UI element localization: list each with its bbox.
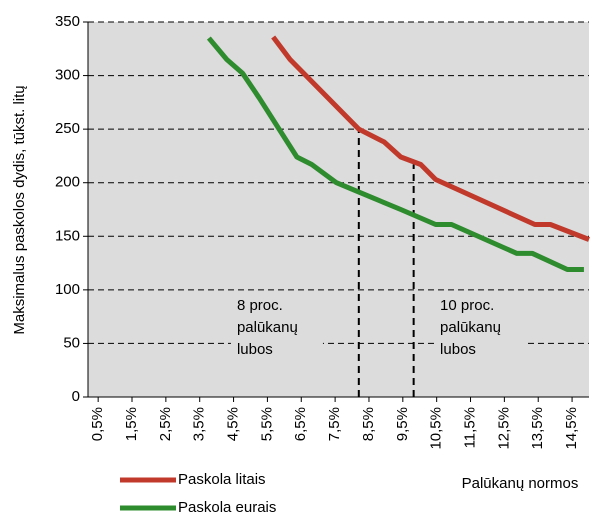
x-tick-label: 9,5% [394, 407, 411, 441]
annotation: 10 proc. [440, 297, 494, 314]
annotation: 8 proc. [237, 297, 283, 314]
annotation: lubos [237, 341, 273, 358]
x-tick-label: 7,5% [326, 407, 343, 441]
annotation: palūkanų [237, 319, 298, 336]
y-tick-label: 300 [55, 67, 80, 84]
y-tick-label: 100 [55, 281, 80, 298]
annotation-bg [230, 295, 323, 364]
x-tick-label: 13,5% [529, 407, 546, 450]
x-tick-label: 8,5% [360, 407, 377, 441]
legend-label: Paskola eurais [178, 499, 276, 516]
x-tick-label: 14,5% [563, 407, 580, 450]
y-tick-label: 150 [55, 227, 80, 244]
annotation: lubos [440, 341, 476, 358]
y-tick-label: 200 [55, 174, 80, 191]
y-tick-label: 50 [63, 334, 80, 351]
y-axis-title: Maksimalus paskolos dydis, tūkst. litų [11, 85, 28, 334]
x-tick-label: 3,5% [191, 407, 208, 441]
series-line [206, 36, 584, 272]
x-tick-label: 11,5% [461, 407, 478, 448]
x-tick-label: 6,5% [292, 407, 309, 441]
x-axis-title: Palūkanų normos [462, 475, 579, 492]
x-tick-label: 1,5% [123, 407, 140, 441]
x-tick-label: 2,5% [157, 407, 174, 441]
y-tick-label: 250 [55, 120, 80, 137]
annotation-bg [434, 295, 527, 364]
x-tick-label: 10,5% [428, 407, 445, 450]
series-line [271, 35, 590, 242]
x-tick-label: 12,5% [495, 407, 512, 450]
y-tick-label: 350 [55, 13, 80, 30]
x-tick-label: 0,5% [89, 407, 106, 441]
x-tick-label: 5,5% [258, 407, 275, 441]
x-tick-label: 4,5% [225, 407, 242, 441]
y-tick-label: 0 [72, 388, 80, 405]
annotation: palūkanų [440, 319, 501, 336]
legend-label: Paskola litais [178, 471, 266, 488]
